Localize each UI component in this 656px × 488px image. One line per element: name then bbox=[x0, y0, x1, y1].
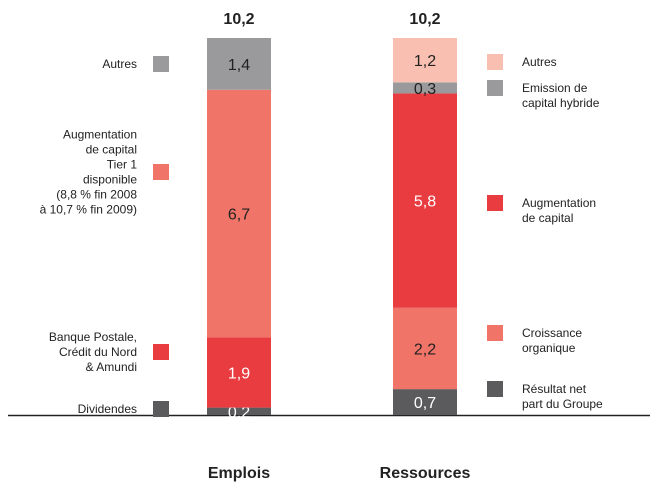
legend-marker bbox=[153, 401, 169, 417]
legend-label: Dividendes bbox=[78, 402, 137, 416]
legend-marker bbox=[153, 344, 169, 360]
legend-marker bbox=[487, 381, 503, 397]
category-label: Emplois bbox=[208, 465, 270, 482]
legend-label: Résultat net part du Groupe bbox=[522, 382, 603, 411]
value-label: 6,7 bbox=[228, 207, 250, 224]
legend-label: Autres bbox=[102, 57, 137, 71]
value-label: 0,7 bbox=[414, 395, 436, 412]
legend-label: Croissance organique bbox=[522, 326, 582, 355]
bar-total: 10,2 bbox=[409, 11, 440, 28]
value-label: 5,8 bbox=[414, 194, 436, 211]
bar-segment bbox=[207, 337, 271, 408]
bar-segment bbox=[393, 307, 457, 390]
bar-total: 10,2 bbox=[223, 11, 254, 28]
bar-segment bbox=[393, 389, 457, 415]
legend-marker bbox=[153, 164, 169, 180]
bar-segment bbox=[207, 89, 271, 338]
bar-segment bbox=[393, 38, 457, 83]
bar-segment bbox=[393, 93, 457, 308]
legend-label: Emission de capital hybride bbox=[522, 81, 600, 110]
legend-marker bbox=[487, 80, 503, 96]
legend-marker bbox=[487, 54, 503, 70]
value-label: 0,2 bbox=[228, 404, 250, 421]
legend-label: Banque Postale, Crédit du Nord & Amundi bbox=[49, 330, 137, 374]
value-label: 1,9 bbox=[228, 365, 250, 382]
legend-marker bbox=[153, 56, 169, 72]
value-label: 1,4 bbox=[228, 57, 250, 74]
value-label: 0,3 bbox=[414, 81, 436, 98]
bar-segment bbox=[393, 82, 457, 94]
category-label: Ressources bbox=[380, 465, 471, 482]
legend-label: Augmentation de capital bbox=[522, 196, 596, 225]
bar-segment bbox=[207, 38, 271, 90]
legend-label: Augmentation de capital Tier 1 disponible (8… bbox=[40, 128, 138, 217]
value-label: 2,2 bbox=[414, 341, 436, 358]
legend-marker bbox=[487, 195, 503, 211]
legend-marker bbox=[487, 325, 503, 341]
bar-segment bbox=[207, 407, 271, 415]
legend-label: Autres bbox=[522, 55, 557, 69]
value-label: 1,2 bbox=[414, 53, 436, 70]
